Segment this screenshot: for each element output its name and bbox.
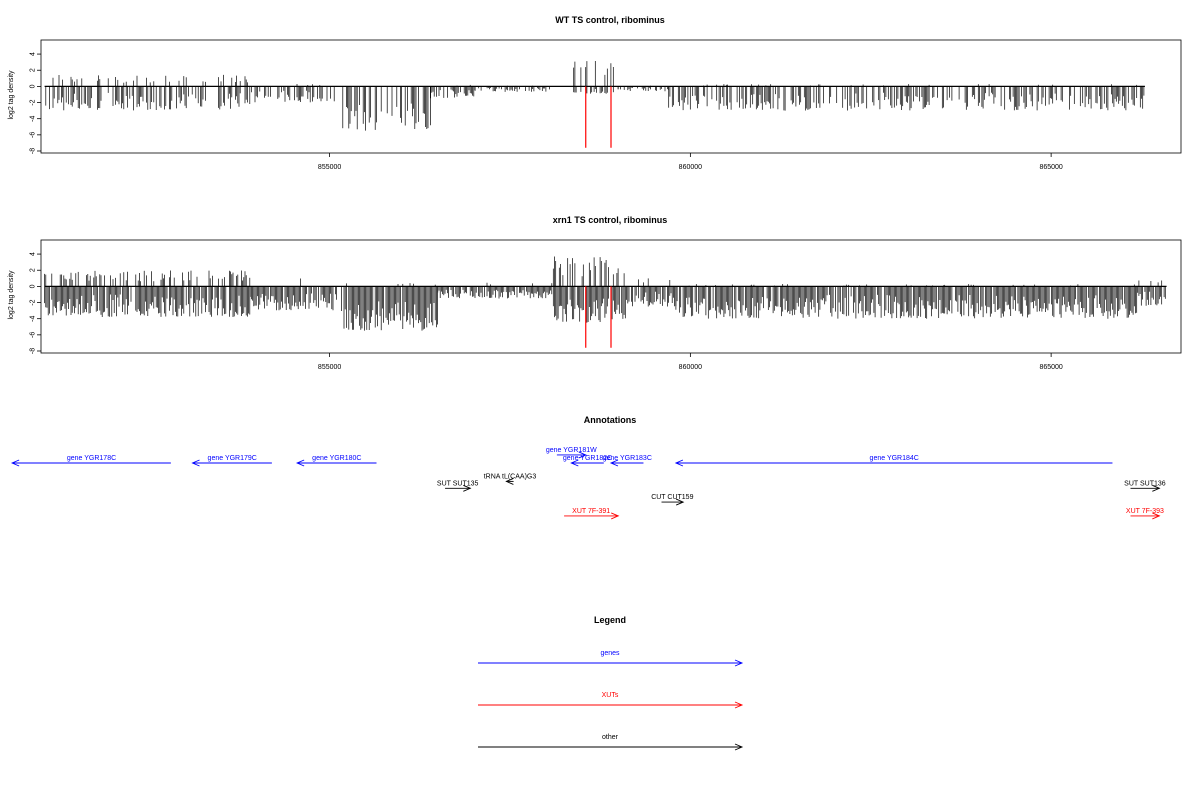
xrn1-track-title: xrn1 TS control, ribominus [553,215,668,225]
annotation-label: gene YGR182C [563,455,612,462]
legend-panel: Legend genes XUTs other [478,615,744,751]
xrn1-track-frame [40,239,1182,354]
annotation-arrow-head [674,459,684,467]
annotation-arrow-head [505,477,514,485]
wt-track-x-axis: 855000 860000 865000 [318,153,1063,171]
legend-title: Legend [594,615,626,625]
annotation-feature: gene YGR179C [191,455,272,467]
annotation-feature: gene YGR178C [10,455,171,467]
y-tick-label: 2 [30,68,37,72]
annotation-label: gene YGR178C [67,455,116,462]
y-tick-label: -6 [30,132,37,138]
xrn1-track-panel: xrn1 TS control, ribominus log2 tag dens… [8,215,1182,371]
annotation-feature: SUT SUT135 [437,480,479,492]
y-tick-label: -8 [30,348,37,354]
legend-label: genes [600,650,620,657]
annotation-label: tRNA tL(CAA)G3 [484,473,537,480]
annotation-label: CUT CUT159 [651,494,693,501]
legend-arrow-head [734,743,744,751]
x-tick-label: 860000 [679,164,702,171]
y-tick-label: 0 [30,84,37,88]
wt-track-ylabel: log2 tag density [8,70,15,120]
y-tick-label: 4 [30,252,37,256]
legend-label: other [602,734,619,741]
wt-track-frame [40,39,1182,154]
xrn1-track-x-axis: 855000 860000 865000 [318,353,1063,371]
annotation-feature: XUT 7F-393 [1126,508,1164,520]
annotation-arrow-head [463,484,472,492]
legend-entry: XUTs [478,692,744,709]
legend-entry: genes [478,650,744,667]
annotation-label: gene YGR180C [312,455,361,462]
y-tick-label: 0 [30,284,37,288]
annotation-label: XUT 7F-393 [1126,508,1164,515]
annotation-arrow-head [10,459,20,467]
legend-label: XUTs [602,692,619,699]
xrn1-track-bars [44,256,1167,331]
legend-arrow-head [734,659,744,667]
annotation-feature: SUT SUT136 [1124,480,1166,492]
wt-track-y-axis: 4 2 0 -2 -4 -6 -8 [30,52,41,154]
annotation-label: SUT SUT136 [1124,480,1166,487]
wt-track-title: WT TS control, ribominus [555,15,665,25]
annotation-label: gene YGR184C [870,455,919,462]
xrn1-track-y-axis: 4 2 0 -2 -4 -6 -8 [30,252,41,354]
y-tick-label: -2 [30,299,37,305]
annotation-arrow-head [191,459,200,467]
annotation-feature: gene YGR180C [295,455,377,467]
x-tick-label: 855000 [318,364,341,371]
annotations-title: Annotations [584,415,637,425]
annotation-label: XUT 7F-391 [572,508,610,515]
y-tick-label: -4 [30,315,37,321]
wt-track-highlights [585,86,612,148]
legend-entries: genes XUTs other [478,650,744,751]
annotation-arrow-head [295,459,305,467]
annotation-label: gene YGR181W [546,447,597,454]
x-tick-label: 865000 [1039,164,1062,171]
y-tick-label: -8 [30,148,37,154]
annotation-feature: tRNA tL(CAA)G3 [484,473,537,485]
y-tick-label: 4 [30,52,37,56]
wt-track-bars [44,61,1145,131]
annotation-feature: gene YGR181W [546,447,597,459]
annotation-feature: gene YGR182C [563,455,612,467]
annotation-label: gene YGR179C [208,455,257,462]
annotation-feature: gene YGR183C [603,455,652,467]
annotation-label: gene YGR183C [603,455,652,462]
annotation-features: gene YGR178C gene YGR179C gene YGR180C gene… [10,447,1166,520]
annotation-feature: CUT CUT159 [651,494,694,506]
x-tick-label: 860000 [679,364,702,371]
annotations-panel: Annotations gene YGR178C gene YGR179C gene… [10,415,1166,520]
xrn1-track-ylabel: log2 tag density [8,270,15,320]
y-tick-label: -6 [30,332,37,338]
annotation-arrow-head [609,459,619,467]
y-tick-label: 2 [30,268,37,272]
annotation-arrow-head [570,459,579,467]
annotation-arrow-head [675,498,685,506]
y-tick-label: -4 [30,115,37,121]
x-tick-label: 865000 [1039,364,1062,371]
wt-track-panel: WT TS control, ribominus log2 tag densit… [8,15,1182,171]
x-tick-label: 855000 [318,164,341,171]
legend-entry: other [478,734,744,751]
annotation-label: SUT SUT135 [437,480,479,487]
annotation-arrow-head [578,451,587,459]
legend-arrow-head [734,701,744,709]
annotation-feature: XUT 7F-391 [564,508,620,520]
annotation-arrow-head [1152,484,1161,492]
y-tick-label: -2 [30,99,37,105]
annotation-arrow-head [1152,512,1161,520]
annotation-feature: gene YGR184C [674,455,1113,467]
annotation-arrow-head [611,512,620,520]
xrn1-track-highlights [585,286,612,348]
